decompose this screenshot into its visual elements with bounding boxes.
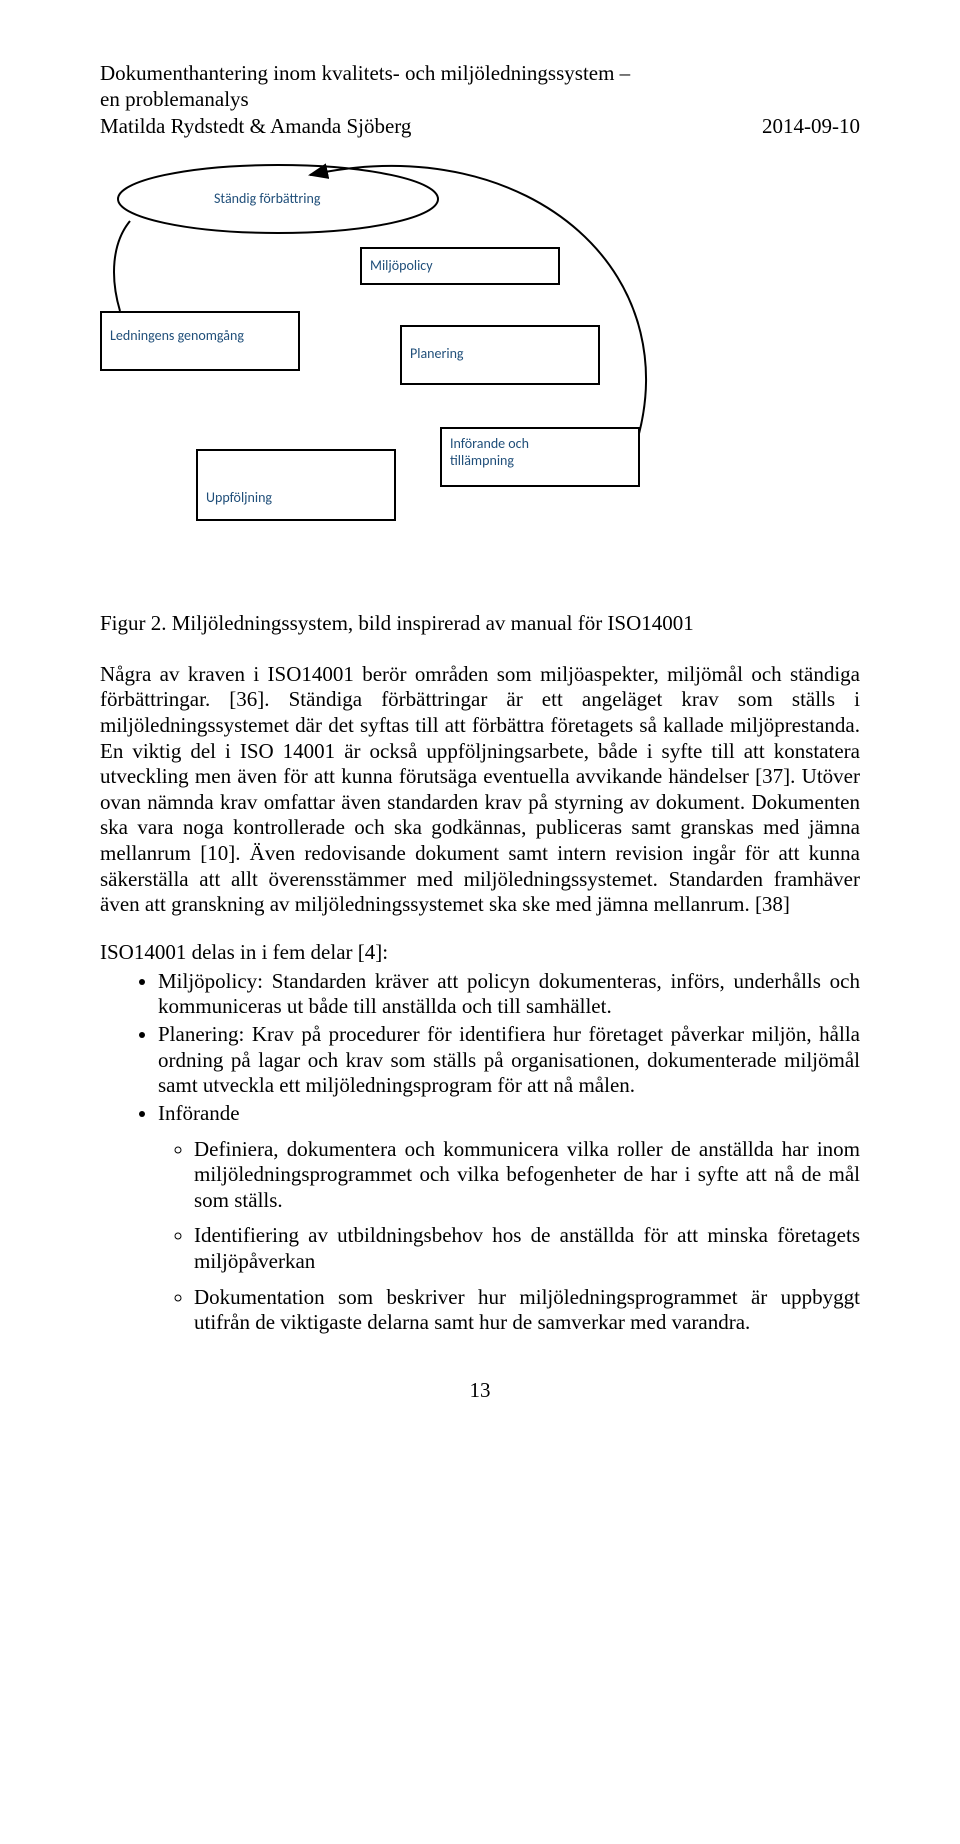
- list-intro: ISO14001 delas in i fem delar [4]:: [100, 940, 860, 965]
- diagram-loop-label: Ständig förbättring: [210, 190, 324, 207]
- diagram-node-review: Ledningens genomgång: [100, 311, 300, 371]
- diagram-container: Ständig förbättring Miljöpolicy Planerin…: [100, 157, 860, 577]
- header-title-line2: en problemanalys: [100, 86, 860, 112]
- header-title-line1: Dokumenthantering inom kvalitets- och mi…: [100, 60, 860, 86]
- diagram-node-implementation-line1: Införande och: [450, 435, 529, 452]
- bullet-list: Miljöpolicy: Standarden kräver att polic…: [100, 969, 860, 1127]
- bullet-item: Planering: Krav på procedurer för identi…: [158, 1022, 860, 1099]
- bullet-item: Införande: [158, 1101, 860, 1127]
- sub-bullet-item: Dokumentation som beskriver hur miljöled…: [194, 1285, 860, 1336]
- body-paragraph: Några av kraven i ISO14001 berör områden…: [100, 662, 860, 918]
- sub-bullet-item: Identifiering av utbildningsbehov hos de…: [194, 1223, 860, 1274]
- page-number: 13: [100, 1378, 860, 1403]
- diagram-node-followup: Uppföljning: [196, 449, 396, 521]
- figure-caption: Figur 2. Miljöledningssystem, bild inspi…: [100, 611, 860, 636]
- diagram-node-implementation: Införande och tillämpning: [440, 427, 640, 487]
- iso14001-cycle-diagram: Ständig förbättring Miljöpolicy Planerin…: [100, 157, 660, 577]
- diagram-node-policy: Miljöpolicy: [360, 247, 560, 285]
- diagram-node-planning: Planering: [400, 325, 600, 385]
- page-header: Dokumenthantering inom kvalitets- och mi…: [100, 60, 860, 139]
- bullet-item: Miljöpolicy: Standarden kräver att polic…: [158, 969, 860, 1020]
- diagram-node-implementation-line2: tillämpning: [450, 452, 514, 469]
- header-authors: Matilda Rydstedt & Amanda Sjöberg: [100, 113, 411, 139]
- header-date: 2014-09-10: [762, 113, 860, 139]
- sub-bullet-list: Definiera, dokumentera och kommunicera v…: [100, 1137, 860, 1336]
- sub-bullet-item: Definiera, dokumentera och kommunicera v…: [194, 1137, 860, 1214]
